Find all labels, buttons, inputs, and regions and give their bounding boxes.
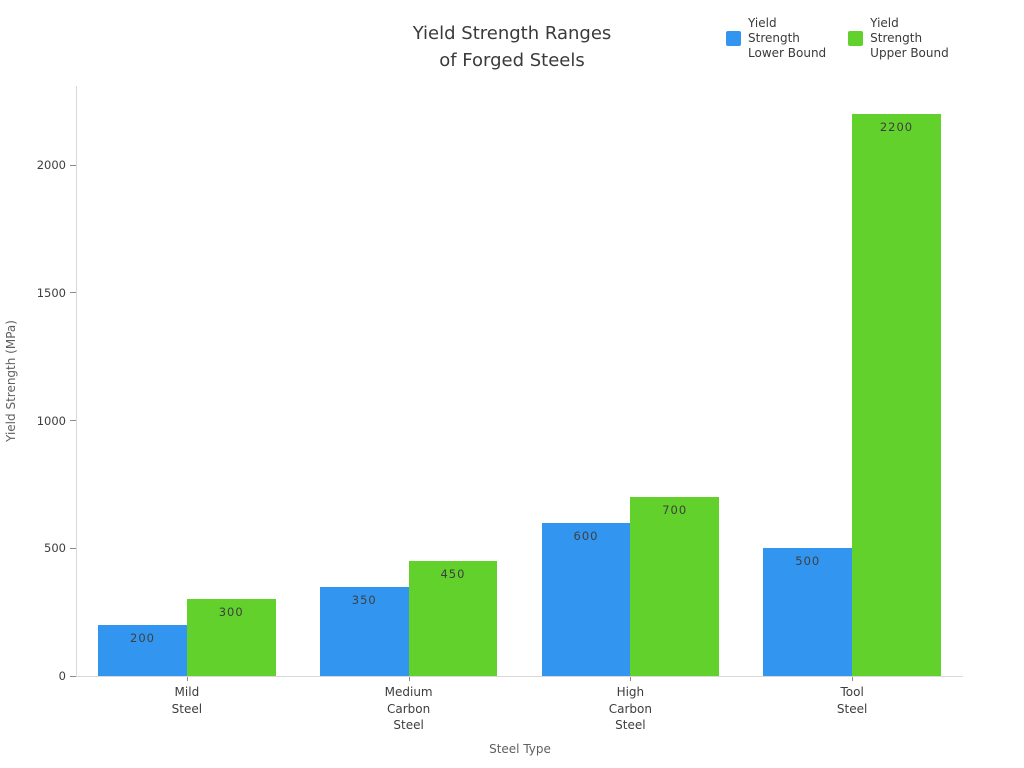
x-tick-mark: [852, 676, 854, 681]
bar-value-label: 350: [351, 592, 377, 607]
bar-lower-bound: [763, 548, 853, 676]
bar-upper-bound: [408, 561, 498, 676]
bar-value-label: 500: [795, 554, 821, 569]
y-tick-label: 1000: [36, 413, 66, 428]
bar-value-label: 700: [662, 503, 688, 518]
y-tick-mark: [70, 292, 76, 294]
y-tick-mark: [70, 420, 76, 422]
x-tick-label: Medium Carbon Steel: [384, 685, 433, 732]
x-tick-mark: [408, 676, 410, 681]
x-tick-mark: [186, 676, 188, 681]
y-tick-label: 0: [58, 669, 66, 683]
legend-label: Yield Strength Upper Bound: [870, 16, 949, 60]
x-axis-title: Steel Type: [489, 742, 551, 756]
y-tick-label: 1500: [36, 285, 66, 300]
bar-lower-bound: [319, 586, 409, 676]
y-tick-label: 500: [44, 541, 66, 556]
bar-lower-bound: [541, 522, 631, 676]
bar-value-label: 300: [218, 605, 244, 620]
y-tick-mark: [70, 675, 76, 677]
y-tick-label: 2000: [36, 158, 66, 173]
x-axis-line: [76, 676, 963, 677]
x-tick-label: Tool Steel: [836, 685, 868, 716]
x-tick-label: Mild Steel: [171, 685, 203, 716]
legend-swatch-icon: [848, 31, 864, 46]
bar-value-label: 2200: [879, 120, 914, 135]
chart-title: Yield Strength Ranges of Forged Steels: [412, 23, 612, 71]
y-axis-line: [76, 86, 77, 676]
bar-value-label: 450: [440, 567, 466, 582]
x-tick-label: High Carbon Steel: [608, 685, 652, 732]
bar-lower-bound: [98, 624, 187, 676]
bar-value-label: 200: [130, 630, 155, 645]
bar-upper-bound: [186, 599, 276, 676]
legend-swatch-icon: [726, 31, 741, 46]
legend: Yield Strength Lower Bound Yield Strength…: [726, 16, 949, 61]
legend-entry: Yield Strength Upper Bound: [848, 16, 949, 61]
bar-upper-bound: [630, 497, 720, 676]
y-tick-mark: [70, 547, 76, 549]
bar-value-label: 600: [573, 528, 599, 543]
y-axis-title: Yield Strength (MPa): [4, 320, 18, 442]
x-tick-mark: [630, 676, 632, 681]
y-tick-mark: [70, 164, 76, 166]
legend-label: Yield Strength Lower Bound: [748, 16, 827, 60]
bar-upper-bound: [852, 114, 941, 676]
legend-entry: Yield Strength Lower Bound: [726, 16, 826, 61]
